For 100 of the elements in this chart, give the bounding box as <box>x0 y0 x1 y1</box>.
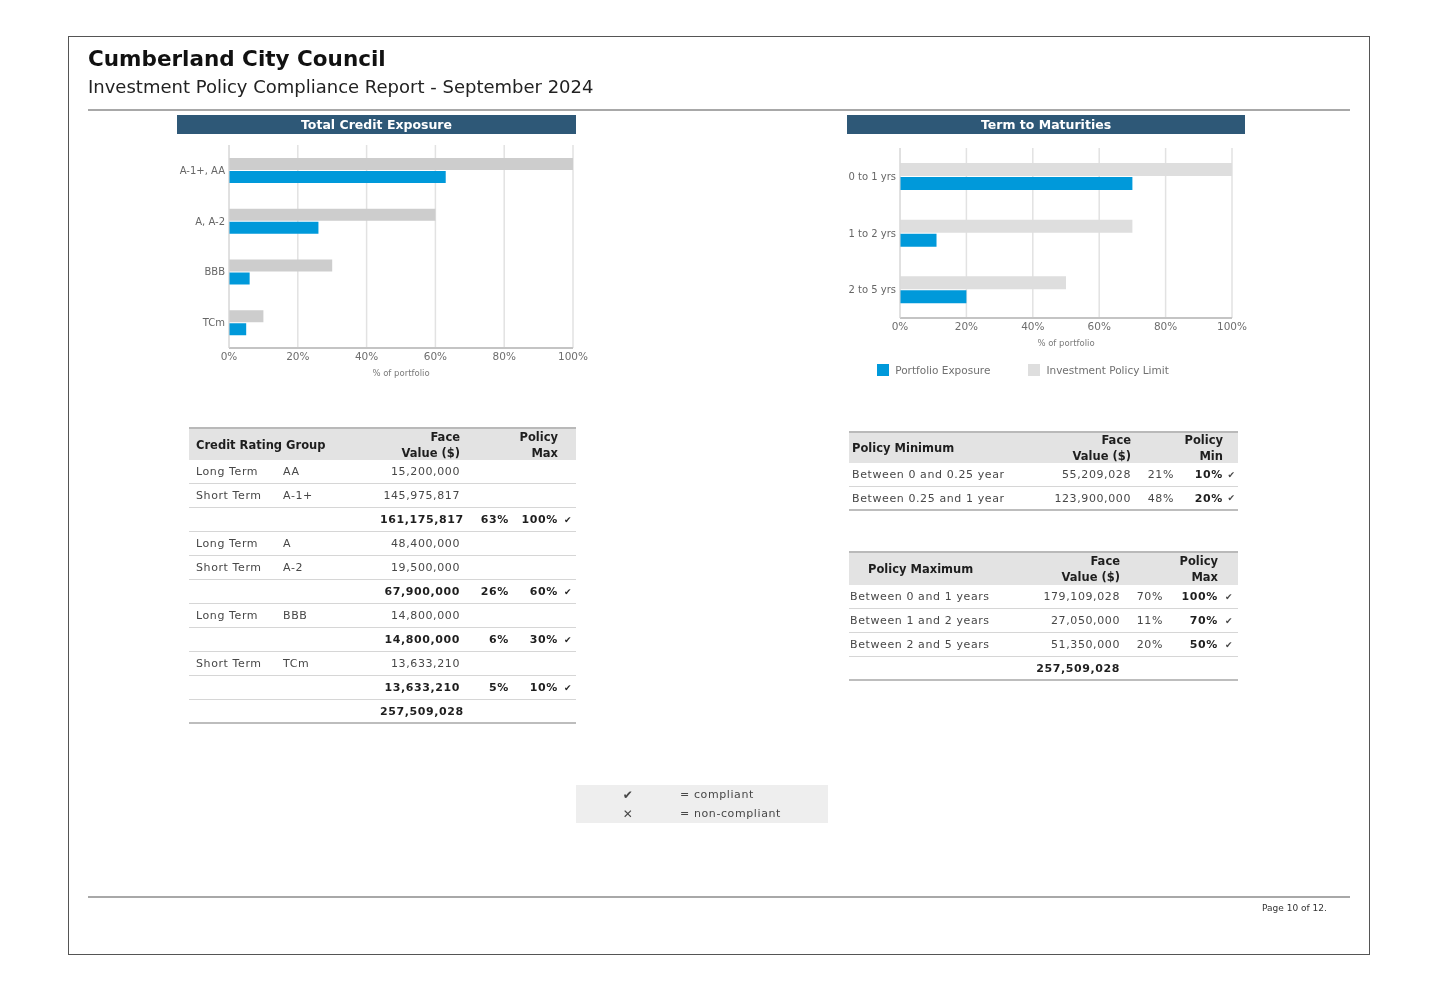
text: TCm <box>283 657 310 670</box>
text: 100% <box>521 513 558 526</box>
x-tick-label: 0% <box>220 350 238 362</box>
text: 14,800,000 <box>384 633 460 646</box>
text: 14,800,000 <box>391 609 460 622</box>
text: 63% <box>480 513 509 526</box>
text: 55,209,028 <box>1062 468 1131 481</box>
x-tick-label: 0% <box>891 320 909 332</box>
text: 161,175,817 <box>380 513 464 526</box>
category-label: Face Value ($) <box>401 429 460 460</box>
text: 30% <box>529 633 558 646</box>
bar <box>229 323 247 336</box>
category-label: Policy Min <box>1184 433 1223 463</box>
x-tick-label: 20% <box>286 350 310 362</box>
x-tick-label: 80% <box>1153 320 1178 332</box>
text: 123,900,000 <box>1054 491 1131 505</box>
y-tick-label: 0 to 1 yrs <box>848 170 896 182</box>
text: AA <box>283 465 300 478</box>
text: A-1+ <box>283 489 313 502</box>
text: ✔ <box>563 514 573 525</box>
y-tick-label: A-1+, AA <box>179 164 226 176</box>
y-tick-label: TCm <box>201 317 225 329</box>
text: = non-compliant <box>680 807 781 820</box>
text: 21% <box>1147 468 1174 481</box>
x-tick-label: 40% <box>354 350 379 362</box>
text: 145,975,817 <box>383 489 460 502</box>
text: A-2 <box>283 561 304 574</box>
text: Long Term <box>196 465 259 478</box>
x-axis-title: % of portfolio <box>372 368 430 378</box>
text: 51,350,000 <box>1051 638 1120 651</box>
legend-label: Investment Policy Limit <box>1046 364 1169 376</box>
text: 179,109,028 <box>1043 590 1120 603</box>
category-label: Face Value ($) <box>1061 554 1120 584</box>
text: ✔ <box>1224 615 1234 626</box>
y-tick-label: BBB <box>204 266 226 278</box>
text: ✔ <box>1224 591 1234 602</box>
bar <box>229 171 446 183</box>
category-label: Policy Maximum <box>868 562 974 576</box>
text: ✕ <box>622 806 634 821</box>
text: 100% <box>1181 590 1218 603</box>
text: Long Term <box>196 537 259 550</box>
text: 20% <box>1136 638 1163 651</box>
legend-label: Portfolio Exposure <box>895 364 991 376</box>
text: BBB <box>283 609 308 622</box>
text: ✔ <box>1227 493 1236 503</box>
text: ✔ <box>563 634 573 645</box>
x-axis-title: % of portfolio <box>1037 338 1095 348</box>
text: 15,200,000 <box>391 465 460 478</box>
category-label: Face Value ($) <box>1072 433 1131 463</box>
chart-title: Term to Maturities <box>980 117 1112 132</box>
x-tick-label: 60% <box>423 350 448 362</box>
category-label: Credit Rating Group <box>196 437 326 452</box>
text: 20% <box>1194 491 1223 505</box>
x-tick-label: 100% <box>1216 320 1248 332</box>
text: 60% <box>529 585 558 598</box>
bar <box>900 177 1133 190</box>
text: 26% <box>480 585 509 598</box>
x-tick-label: 80% <box>492 350 516 362</box>
text: 5% <box>489 681 509 694</box>
category-label: Policy Minimum <box>852 441 955 455</box>
text: 48,400,000 <box>391 537 460 550</box>
text: 13,633,210 <box>391 657 460 670</box>
bar <box>900 290 967 304</box>
text: Short Term <box>196 657 262 670</box>
text: Cumberland City Council <box>88 46 386 71</box>
text: Short Term <box>196 489 262 502</box>
text: = compliant <box>680 788 754 801</box>
category-label: Policy Max <box>1179 554 1218 584</box>
text: 10% <box>529 681 558 694</box>
text: 6% <box>489 633 509 646</box>
text: 13,633,210 <box>384 681 460 694</box>
text: ✔ <box>563 586 573 597</box>
x-tick-label: 40% <box>1021 320 1045 332</box>
text: Between 0 and 0.25 year <box>852 468 1005 481</box>
text: 257,509,028 <box>380 704 464 718</box>
x-tick-label: 60% <box>1087 320 1111 332</box>
text: ✔ <box>622 787 634 802</box>
text: 19,500,000 <box>391 561 460 574</box>
text: 70% <box>1189 614 1218 627</box>
text: 10% <box>1194 468 1223 481</box>
y-tick-label: 2 to 5 yrs <box>848 284 896 296</box>
text: Between 1 and 2 years <box>850 614 990 627</box>
x-tick-label: 100% <box>557 350 589 362</box>
text: Between 2 and 5 years <box>850 638 990 651</box>
text: Long Term <box>196 609 259 622</box>
bar <box>229 221 319 234</box>
text: ✔ <box>1227 469 1236 480</box>
text: Page 10 of 12. <box>1262 903 1327 913</box>
chart-title: Total Credit Exposure <box>301 117 452 132</box>
bar <box>229 272 250 285</box>
text: 27,050,000 <box>1051 614 1120 627</box>
text: A <box>283 537 292 550</box>
text: Between 0.25 and 1 year <box>852 491 1005 505</box>
x-tick-label: 20% <box>954 320 979 332</box>
text: 48% <box>1147 491 1174 505</box>
text: 67,900,000 <box>384 585 460 598</box>
text: ✔ <box>1224 639 1234 650</box>
category-label: Policy Max <box>519 429 558 460</box>
text: 257,509,028 <box>1036 661 1120 675</box>
text: 50% <box>1189 638 1218 651</box>
